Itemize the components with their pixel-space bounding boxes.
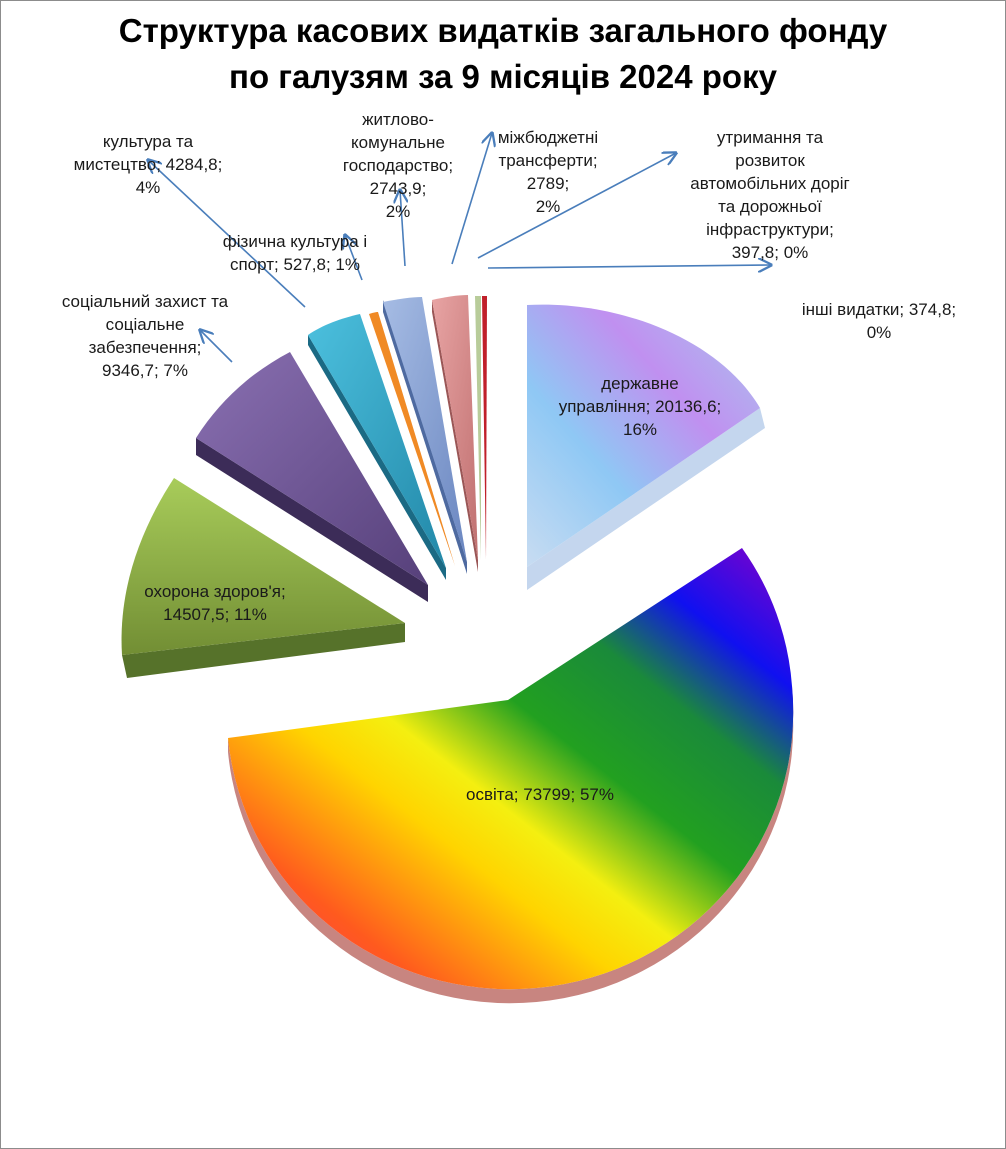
leader-line-sport <box>345 235 363 281</box>
side-wall-derzh <box>527 408 765 590</box>
data-label-dorogy-line: та дорожньої <box>718 197 822 216</box>
data-label-ohorona-line: охорона здоров'я; <box>144 582 286 601</box>
pie-slices <box>121 295 794 990</box>
chart-title: Структура касових видатків загального фо… <box>40 8 966 100</box>
data-label-osvita: освіта; 73799; 57% <box>420 783 660 806</box>
data-label-zhytlo-line: господарство; <box>342 156 454 175</box>
data-label-social-line: соціальне <box>105 315 185 334</box>
data-label-kultura: культура та мистецтво; 4284,8; 4% <box>48 130 248 199</box>
data-label-mizh-line: міжбюджетні <box>497 128 599 147</box>
data-label-kultura-line: 4% <box>135 178 161 197</box>
slice-derzh <box>527 304 760 567</box>
data-label-inshi-line: інші видатки; 374,8; <box>801 300 957 319</box>
data-label-ohorona-line: 14507,5; 11% <box>163 605 267 624</box>
side-wall-mizh <box>432 300 478 572</box>
slice-ohorona <box>121 478 405 655</box>
chart-title-line-2: по галузям за 9 місяців 2024 року <box>229 58 777 95</box>
data-label-inshi-line: 0% <box>866 323 892 342</box>
data-label-zhytlo-line: комунальне <box>351 133 445 152</box>
data-label-social-line: 9346,7; 7% <box>101 361 188 380</box>
data-label-inshi: інші видатки; 374,8; 0% <box>774 298 984 344</box>
data-label-dorogy-line: інфраструктури; <box>706 220 834 239</box>
data-label-mizh-line: 2% <box>535 197 561 216</box>
side-wall-zhytlo <box>383 300 467 574</box>
slice-inshi <box>482 296 487 560</box>
data-label-ohorona: охорона здоров'я; 14507,5; 11% <box>100 580 330 626</box>
data-label-zhytlo-line: 2743,9; <box>369 179 427 198</box>
data-label-derzh-line: 16% <box>622 420 658 439</box>
data-label-dorogy-line: 397,8; 0% <box>731 243 809 262</box>
data-label-zhytlo-line: 2% <box>385 202 411 221</box>
data-label-derzh-line: управління; 20136,6; <box>558 397 722 416</box>
data-label-osvita-line: освіта; 73799; 57% <box>465 785 614 804</box>
side-wall-kultura <box>308 335 446 580</box>
leader-line-kultura <box>148 160 306 308</box>
leader-line-zhytlo <box>400 190 405 267</box>
slice-osvita <box>228 548 794 990</box>
leader-lines <box>148 133 771 363</box>
leader-line-inshi <box>487 265 771 268</box>
data-label-social: соціальний захист та соціальне забезпече… <box>30 290 260 382</box>
data-label-zhytlo-line: житлово- <box>362 110 434 129</box>
data-label-sport-line: спорт; 527,8; 1% <box>229 255 361 274</box>
data-label-dorogy-line: утримання та <box>716 128 824 147</box>
pie-side-walls <box>122 300 794 1004</box>
slice-dorogy <box>475 296 481 560</box>
data-label-sport-line: фізична культура і <box>222 232 368 251</box>
slice-mizh <box>432 295 478 560</box>
data-label-mizh: міжбюджетні трансферти; 2789; 2% <box>478 126 618 218</box>
data-label-mizh-line: трансферти; <box>498 151 598 170</box>
data-label-zhytlo: житлово- комунальне господарство; 2743,9… <box>318 108 478 223</box>
slice-social <box>196 352 428 585</box>
data-label-kultura-line: культура та <box>102 132 194 151</box>
leader-line-mizh <box>451 133 492 265</box>
slice-kultura <box>308 314 446 568</box>
data-label-kultura-line: мистецтво; 4284,8; <box>73 155 223 174</box>
slice-zhytlo <box>383 297 467 562</box>
data-label-derzh: державне управління; 20136,6; 16% <box>520 372 760 441</box>
chart-title-line-1: Структура касових видатків загального фо… <box>118 12 888 49</box>
leader-line-dorogy <box>477 153 676 259</box>
data-label-dorogy: утримання та розвиток автомобільних дорі… <box>660 126 880 264</box>
data-label-derzh-line: державне <box>601 374 679 393</box>
data-label-social-line: соціальний захист та <box>61 292 229 311</box>
data-label-dorogy-line: розвиток <box>735 151 805 170</box>
data-label-social-line: забезпечення; <box>88 338 202 357</box>
side-wall-ohorona <box>122 623 405 678</box>
data-label-sport: фізична культура і спорт; 527,8; 1% <box>200 230 390 276</box>
data-label-mizh-line: 2789; <box>526 174 570 193</box>
data-label-dorogy-line: автомобільних доріг <box>690 174 850 193</box>
leader-line-social <box>200 330 233 363</box>
side-wall-social <box>196 438 428 602</box>
slice-sport <box>369 312 455 566</box>
